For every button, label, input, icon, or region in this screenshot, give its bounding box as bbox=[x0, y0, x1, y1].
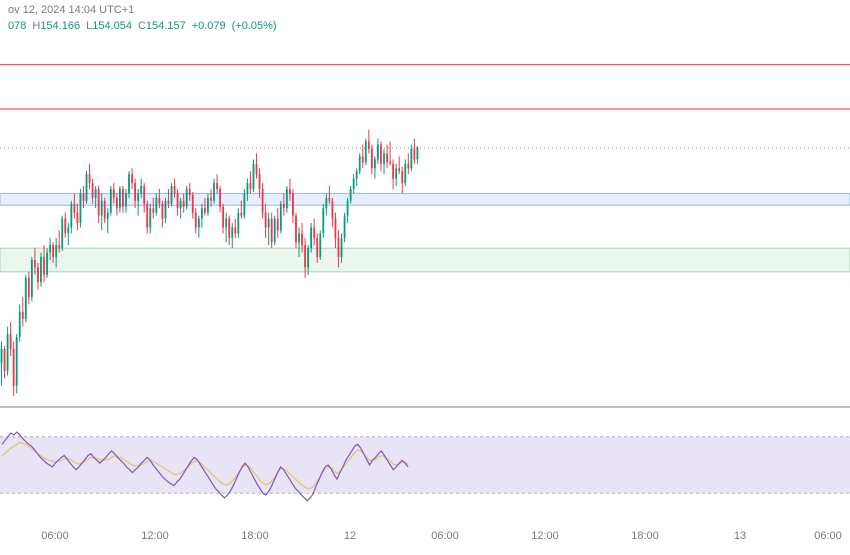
xaxis-tick: 12:00 bbox=[531, 530, 559, 542]
high-value: 154.166 bbox=[40, 20, 80, 32]
oscillator-chart bbox=[0, 410, 850, 520]
chart-timestamp: ov 12, 2024 14:04 UTC+1 bbox=[8, 4, 134, 16]
timestamp-text: ov 12, 2024 14:04 UTC+1 bbox=[8, 4, 134, 16]
xaxis-tick: 06:00 bbox=[431, 530, 459, 542]
xaxis-tick: 06:00 bbox=[41, 530, 69, 542]
xaxis-tick: 12 bbox=[344, 530, 356, 542]
indicator-panel[interactable] bbox=[0, 410, 850, 520]
ohlc-readout: 078 H154.166 L154.054 C154.157 +0.079 (+… bbox=[8, 20, 277, 32]
xaxis-tick: 13 bbox=[734, 530, 746, 542]
close-label: C bbox=[138, 20, 146, 32]
xaxis-tick: 12:00 bbox=[141, 530, 169, 542]
xaxis-tick: 06:00 bbox=[814, 530, 842, 542]
low-value: 154.054 bbox=[92, 20, 132, 32]
xaxis-tick: 18:00 bbox=[631, 530, 659, 542]
price-chart-panel[interactable] bbox=[0, 38, 850, 408]
change-value: +0.079 bbox=[192, 20, 226, 32]
xaxis-tick: 18:00 bbox=[241, 530, 269, 542]
open-value: 078 bbox=[8, 20, 26, 32]
candlestick-chart bbox=[0, 38, 850, 408]
change-pct: (+0.05%) bbox=[232, 20, 277, 32]
close-value: 154.157 bbox=[146, 20, 186, 32]
time-axis: 06:00 12:00 18:00 12 06:00 12:00 18:00 13 06:00 bbox=[0, 520, 850, 550]
